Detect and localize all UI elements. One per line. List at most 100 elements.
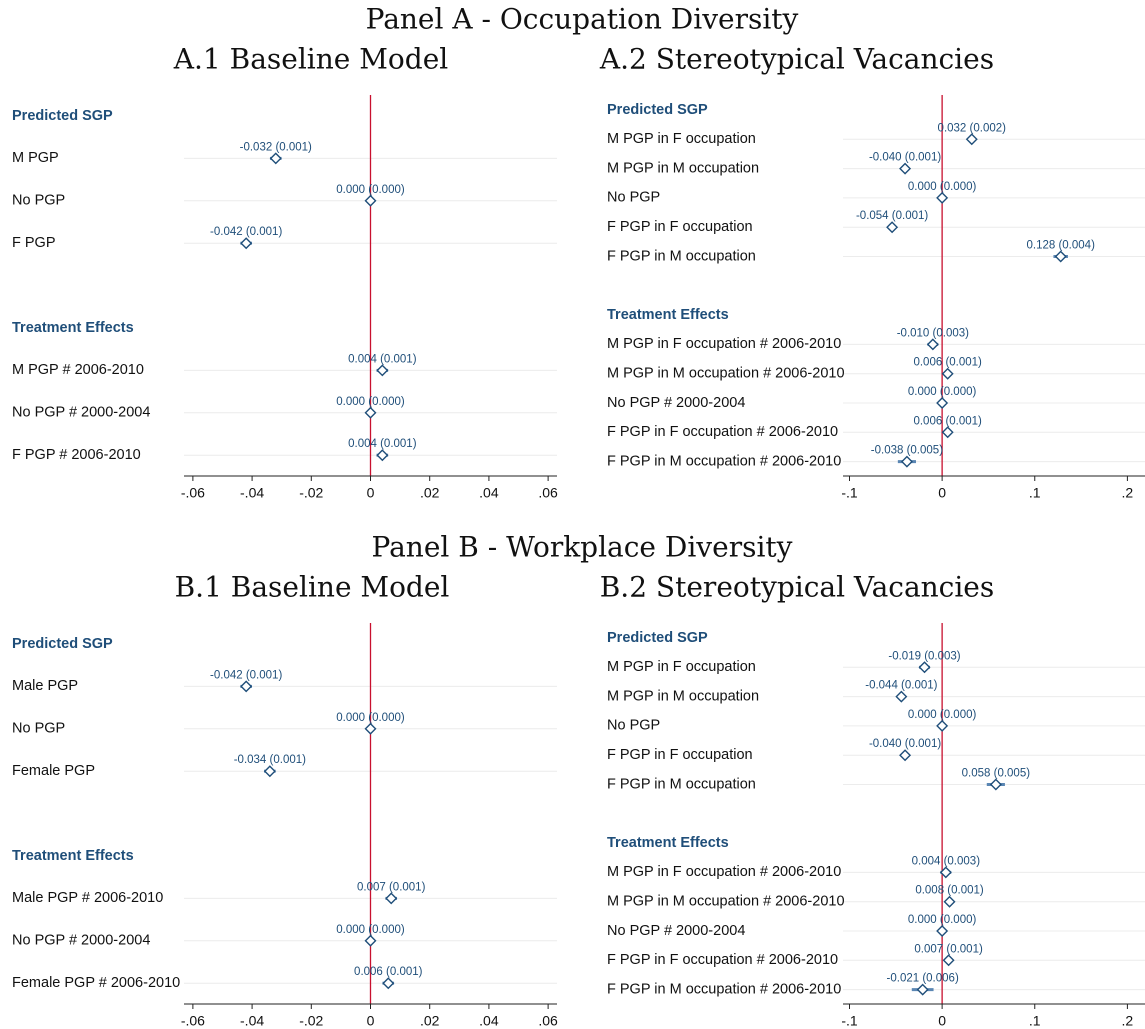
row-label: M PGP in M occupation # 2006-2010 bbox=[607, 894, 845, 910]
value-label: 0.004 (0.003) bbox=[912, 855, 981, 867]
row-label: M PGP in F occupation # 2006-2010 bbox=[607, 336, 841, 352]
value-label: -0.040 (0.001) bbox=[869, 738, 941, 750]
value-label: -0.044 (0.001) bbox=[865, 680, 937, 692]
coef-marker bbox=[364, 934, 377, 947]
chart-title: B.1 Baseline Model bbox=[175, 571, 450, 604]
coef-marker bbox=[939, 866, 952, 879]
group-header: Treatment Effects bbox=[12, 848, 134, 864]
coef-marker bbox=[886, 221, 899, 234]
value-label: 0.006 (0.001) bbox=[913, 357, 982, 369]
row-label: No PGP bbox=[607, 718, 660, 734]
value-label: 0.006 (0.001) bbox=[354, 966, 423, 978]
group-header: Treatment Effects bbox=[607, 307, 729, 323]
row-label: M PGP bbox=[12, 150, 59, 166]
value-label: 0.004 (0.001) bbox=[348, 353, 417, 365]
coef-marker bbox=[240, 237, 253, 250]
value-label: -0.034 (0.001) bbox=[234, 754, 306, 766]
coef-marker bbox=[936, 397, 949, 409]
value-label: -0.019 (0.003) bbox=[888, 650, 960, 662]
value-label: 0.000 (0.000) bbox=[336, 396, 405, 408]
value-label: -0.054 (0.001) bbox=[856, 210, 928, 222]
value-label: 0.000 (0.000) bbox=[336, 184, 405, 196]
coef-marker bbox=[364, 194, 377, 207]
x-tick-label: -.02 bbox=[299, 1013, 323, 1029]
group-header: Treatment Effects bbox=[12, 320, 134, 336]
x-tick-label: .1 bbox=[1029, 485, 1041, 501]
x-tick-label: -.1 bbox=[841, 1013, 858, 1029]
x-tick-label: .02 bbox=[420, 485, 440, 501]
chart-title: A.2 Stereotypical Vacancies bbox=[599, 43, 994, 76]
row-label: F PGP in F occupation bbox=[607, 219, 753, 235]
coef-marker bbox=[263, 765, 276, 778]
row-label: No PGP # 2000-2004 bbox=[12, 933, 150, 949]
value-label: -0.021 (0.006) bbox=[887, 973, 959, 985]
coef-marker bbox=[1054, 250, 1067, 263]
row-label: Male PGP # 2006-2010 bbox=[12, 890, 163, 906]
coef-marker bbox=[364, 406, 377, 419]
group-header: Predicted SGP bbox=[12, 636, 113, 652]
row-label: F PGP in M occupation bbox=[607, 776, 756, 792]
chart-title: B.2 Stereotypical Vacancies bbox=[600, 571, 995, 604]
value-label: 0.007 (0.001) bbox=[914, 943, 983, 955]
coef-marker bbox=[926, 338, 939, 351]
coef-marker bbox=[899, 749, 912, 762]
value-label: -0.010 (0.003) bbox=[897, 327, 969, 339]
value-label: 0.000 (0.000) bbox=[908, 914, 977, 926]
x-tick-label: .2 bbox=[1122, 485, 1134, 501]
row-label: No PGP bbox=[607, 190, 660, 206]
value-label: 0.006 (0.001) bbox=[913, 415, 982, 427]
row-label: F PGP in M occupation # 2006-2010 bbox=[607, 453, 841, 469]
value-label: -0.042 (0.001) bbox=[210, 669, 282, 681]
coef-marker bbox=[376, 449, 389, 462]
row-label: M PGP in F occupation bbox=[607, 131, 756, 147]
value-label: -0.032 (0.001) bbox=[240, 141, 312, 153]
coef-marker bbox=[385, 892, 398, 905]
x-tick-label: -.02 bbox=[299, 485, 323, 501]
x-tick-label: -.04 bbox=[240, 1013, 264, 1029]
x-tick-label: 0 bbox=[938, 1013, 946, 1029]
coef-marker bbox=[936, 719, 949, 732]
coef-marker bbox=[936, 925, 949, 937]
row-label: Female PGP bbox=[12, 763, 95, 779]
value-label: -0.042 (0.001) bbox=[210, 226, 282, 238]
row-label: No PGP bbox=[12, 193, 65, 209]
value-label: 0.004 (0.001) bbox=[348, 438, 417, 450]
row-label: No PGP bbox=[12, 721, 65, 737]
value-label: 0.128 (0.004) bbox=[1026, 240, 1095, 252]
coef-marker bbox=[989, 778, 1002, 791]
x-tick-label: -.04 bbox=[240, 485, 264, 501]
x-tick-label: .1 bbox=[1029, 1013, 1041, 1029]
coef-marker bbox=[916, 983, 929, 996]
row-label: M PGP in F occupation bbox=[607, 659, 756, 675]
row-label: F PGP in F occupation # 2006-2010 bbox=[607, 952, 838, 968]
row-label: M PGP # 2006-2010 bbox=[12, 362, 144, 378]
row-label: F PGP in F occupation bbox=[607, 747, 753, 763]
row-label: Male PGP bbox=[12, 678, 78, 694]
value-label: 0.000 (0.000) bbox=[908, 386, 977, 398]
row-label: Female PGP # 2006-2010 bbox=[12, 975, 180, 991]
row-label: No PGP # 2000-2004 bbox=[607, 395, 745, 411]
row-label: F PGP # 2006-2010 bbox=[12, 447, 141, 463]
x-tick-label: -.1 bbox=[841, 485, 858, 501]
panel-title: Panel B - Workplace Diversity bbox=[372, 531, 793, 564]
value-label: 0.000 (0.000) bbox=[336, 712, 405, 724]
group-header: Predicted SGP bbox=[607, 102, 708, 118]
value-label: 0.032 (0.002) bbox=[938, 122, 1007, 134]
panel-title: Panel A - Occupation Diversity bbox=[366, 3, 799, 36]
x-tick-label: -.06 bbox=[181, 1013, 205, 1029]
coef-marker bbox=[943, 895, 956, 908]
x-tick-label: .04 bbox=[479, 1013, 499, 1029]
row-label: F PGP in M occupation bbox=[607, 248, 756, 264]
x-tick-label: .2 bbox=[1122, 1013, 1134, 1029]
value-label: 0.008 (0.001) bbox=[915, 885, 984, 897]
group-header: Predicted SGP bbox=[12, 108, 113, 124]
x-tick-label: .06 bbox=[538, 485, 558, 501]
x-tick-label: 0 bbox=[367, 485, 375, 501]
coef-marker bbox=[941, 367, 954, 380]
x-tick-label: 0 bbox=[367, 1013, 375, 1029]
coef-marker bbox=[895, 690, 908, 703]
row-label: No PGP # 2000-2004 bbox=[607, 923, 745, 939]
coef-marker bbox=[900, 455, 913, 468]
coef-marker bbox=[899, 162, 912, 175]
